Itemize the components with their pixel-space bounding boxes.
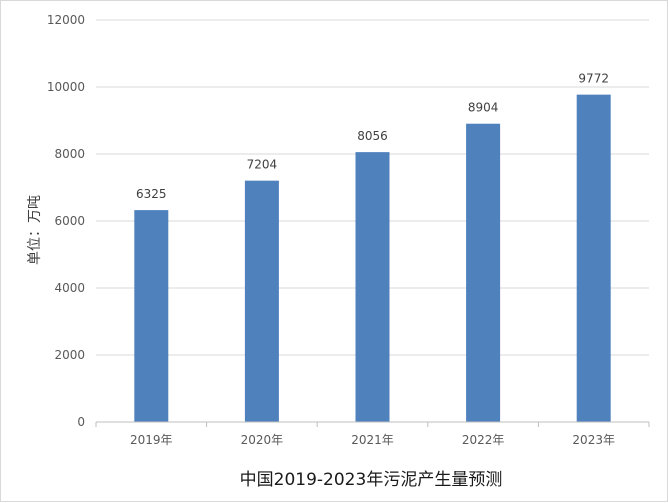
bar-2020年 xyxy=(244,180,279,422)
y-tick-label: 10000 xyxy=(47,80,85,94)
y-tick-label: 4000 xyxy=(54,281,85,295)
bars xyxy=(134,94,611,422)
x-tick-label: 2020年 xyxy=(241,433,284,447)
y-tick-label: 0 xyxy=(77,415,85,429)
data-label: 8904 xyxy=(468,101,499,115)
data-labels: 6325 7204 8056 8904 9772 xyxy=(136,72,609,201)
x-tick-label: 2023年 xyxy=(572,433,615,447)
x-axis-title: 中国2019-2023年污泥产生量预测 xyxy=(240,470,503,490)
y-axis-ticks: 0 2000 4000 6000 8000 10000 12000 xyxy=(47,13,85,429)
y-tick-label: 6000 xyxy=(54,214,85,228)
x-tick-label: 2019年 xyxy=(130,433,173,447)
bar-2019年 xyxy=(134,210,169,422)
x-tick-label: 2022年 xyxy=(462,433,505,447)
data-label: 6325 xyxy=(136,187,167,201)
y-tick-label: 2000 xyxy=(54,348,85,362)
data-label: 7204 xyxy=(247,158,278,172)
y-axis-title: 单位：万吨 xyxy=(27,195,43,265)
bar-2023年 xyxy=(576,94,611,422)
y-tick-label: 8000 xyxy=(54,147,85,161)
y-tick-label: 12000 xyxy=(47,13,85,27)
x-tick-label: 2021年 xyxy=(351,433,394,447)
data-label: 9772 xyxy=(578,72,609,86)
bar-2021年 xyxy=(355,152,390,422)
x-axis-ticks: 2019年 2020年 2021年 2022年 2023年 xyxy=(95,422,650,447)
data-label: 8056 xyxy=(357,129,388,143)
bar-2022年 xyxy=(466,123,501,422)
